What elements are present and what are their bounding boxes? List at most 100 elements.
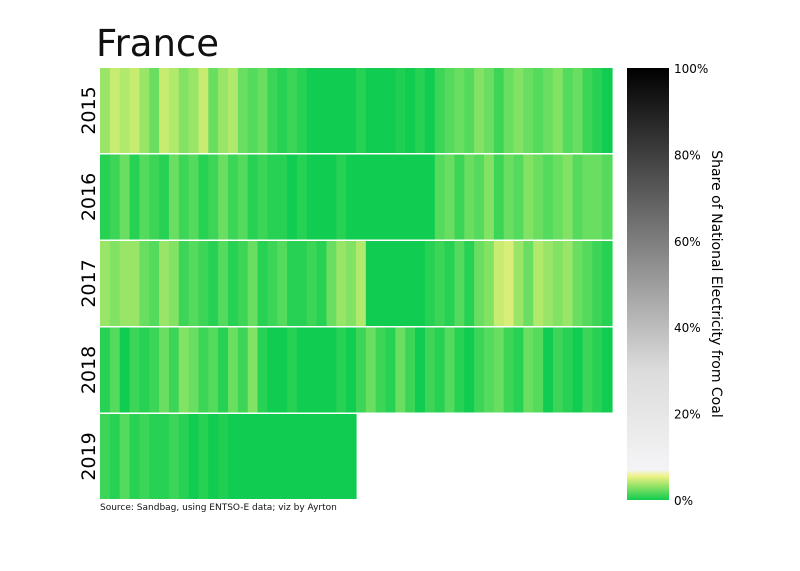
heatmap-cell (602, 68, 613, 153)
heatmap-cell (543, 241, 554, 326)
heatmap-cell (277, 68, 288, 153)
heatmap-cell (444, 154, 456, 240)
heatmap-cell (484, 68, 495, 153)
colorbar-tick-label: 80% (674, 148, 701, 162)
heatmap-cell (316, 68, 328, 153)
heatmap-cell (139, 327, 150, 413)
heatmap-cell (129, 68, 140, 153)
heatmap-cell (464, 327, 475, 413)
heatmap-cell (365, 154, 377, 240)
heatmap-cell (434, 241, 446, 326)
heatmap-cell (552, 241, 564, 326)
heatmap-cell (503, 68, 515, 153)
heatmap-cell (267, 327, 278, 413)
heatmap-cell (159, 68, 170, 153)
heatmap-cell (100, 414, 111, 499)
colorbar-tick-label: 60% (674, 235, 701, 249)
heatmap-cell (365, 241, 377, 326)
heatmap-cell (306, 241, 318, 326)
heatmap-cell (237, 327, 249, 413)
heatmap-cell (257, 154, 268, 240)
heatmap-cell (149, 68, 160, 153)
heatmap-cell (316, 154, 328, 240)
heatmap-cell (424, 327, 436, 413)
heatmap-cell (444, 327, 456, 413)
heatmap-cell (592, 327, 603, 413)
colorbar-tick-label: 40% (674, 321, 701, 335)
chart-title: France (96, 22, 220, 65)
heatmap-cell (267, 154, 278, 240)
heatmap-cell (562, 327, 574, 413)
heatmap-cell (503, 154, 515, 240)
heatmap-cell (523, 327, 534, 413)
year-label: 2018 (78, 346, 100, 394)
heatmap-cell (326, 327, 337, 413)
heatmap-cell (493, 68, 505, 153)
heatmap-cell (306, 327, 318, 413)
heatmap-cell (178, 414, 190, 499)
year-label: 2015 (78, 86, 100, 134)
heatmap-cell (464, 68, 475, 153)
heatmap-cell (572, 154, 584, 240)
heatmap-cell (100, 241, 111, 326)
heatmap-cell (513, 68, 524, 153)
heatmap-cell (474, 241, 485, 326)
heatmap-cell (424, 154, 436, 240)
heatmap-cell (287, 241, 298, 326)
heatmap-cell (306, 154, 318, 240)
heatmap-cell (385, 154, 396, 240)
heatmap-cell (592, 154, 603, 240)
heatmap-cell (287, 68, 298, 153)
heatmap-cell (208, 241, 219, 326)
heatmap-cell (228, 154, 239, 240)
heatmap-cell (582, 154, 593, 240)
colorbar-tick-label: 100% (674, 62, 708, 76)
heatmap-cell (119, 241, 131, 326)
heatmap-cell (493, 154, 505, 240)
heatmap-cell (543, 154, 554, 240)
heatmap-cell (139, 154, 150, 240)
heatmap-cell (119, 414, 131, 499)
heatmap-cell (178, 68, 190, 153)
heatmap-cell (444, 68, 456, 153)
heatmap-cell (129, 414, 140, 499)
heatmap-cell (533, 68, 544, 153)
heatmap-cell (316, 327, 328, 413)
heatmap-cell (454, 68, 465, 153)
heatmap-cell (513, 327, 524, 413)
heatmap-cell (257, 241, 268, 326)
heatmap-cell (336, 241, 347, 326)
heatmap-cell (346, 68, 357, 153)
heatmap-cell (405, 154, 416, 240)
heatmap-cell (237, 414, 249, 499)
heatmap-cell (129, 241, 140, 326)
heatmap-cell (434, 154, 446, 240)
heatmap-cell (228, 241, 239, 326)
heatmap-cell (218, 327, 229, 413)
colorbar-label: Share of National Electricity from Coal (708, 150, 724, 417)
heatmap-cell (159, 327, 170, 413)
heatmap-cell (228, 327, 239, 413)
heatmap-cell (562, 241, 574, 326)
heatmap-cell (444, 241, 456, 326)
heatmap-cell (208, 414, 219, 499)
heatmap-cell (474, 68, 485, 153)
heatmap-cell (346, 327, 357, 413)
heatmap-cell (100, 68, 111, 153)
heatmap-cell (228, 414, 239, 499)
heatmap-cell (415, 327, 426, 413)
heatmap-cell (198, 68, 209, 153)
heatmap-cell (100, 154, 111, 240)
heatmap-cell (109, 241, 121, 326)
heatmap-cell (336, 414, 347, 499)
heatmap-cell (109, 68, 121, 153)
heatmap-cell (129, 154, 140, 240)
heatmap-cell (168, 327, 180, 413)
heatmap-cell (188, 414, 200, 499)
heatmap-cell (484, 241, 495, 326)
heatmap-cell (336, 68, 347, 153)
heatmap-cell (533, 241, 544, 326)
heatmap-cell (296, 327, 308, 413)
heatmap-cell (287, 154, 298, 240)
heatmap-cell (602, 154, 613, 240)
